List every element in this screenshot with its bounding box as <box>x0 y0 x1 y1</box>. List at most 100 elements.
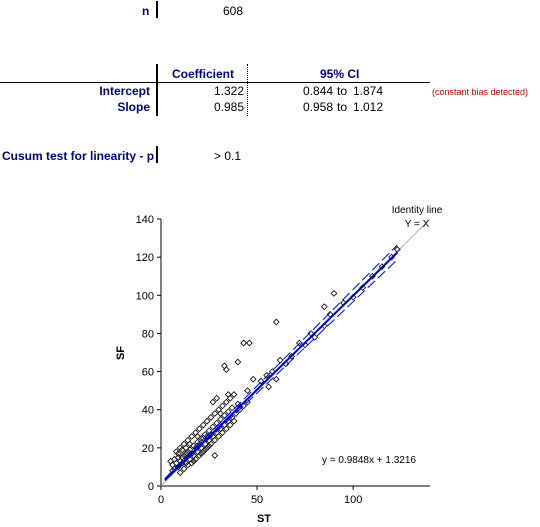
data-point <box>222 425 230 433</box>
data-point <box>249 375 257 383</box>
x-tick-label: 50 <box>251 494 263 506</box>
data-point <box>221 362 228 370</box>
data-point <box>192 455 199 463</box>
slope-ci-high: 1.012 <box>353 100 384 114</box>
ci-lower-line <box>164 259 398 482</box>
data-point <box>176 444 184 452</box>
data-point <box>244 387 251 395</box>
x-tick-label: 0 <box>158 494 164 506</box>
data-point <box>219 429 226 436</box>
y-tick-label: 20 <box>142 443 154 455</box>
data-point <box>209 423 217 431</box>
n-divider <box>156 1 158 18</box>
data-point <box>209 398 217 406</box>
data-point <box>186 440 194 448</box>
data-point <box>217 415 224 423</box>
y-tick-label: 60 <box>142 367 154 379</box>
y-tick-label: 80 <box>142 328 154 340</box>
data-point <box>226 421 234 429</box>
data-point <box>196 425 203 433</box>
data-point <box>180 452 188 459</box>
table-header-rule <box>0 82 430 83</box>
data-point <box>207 440 215 448</box>
data-point <box>203 444 211 452</box>
regression-line <box>164 251 399 481</box>
regression-equation: y = 0.9848x + 1.3216 <box>322 455 416 466</box>
data-point <box>194 433 201 440</box>
data-point <box>171 455 178 463</box>
data-point <box>186 446 194 454</box>
data-point <box>188 459 196 467</box>
slope-coefficient: 0.985 <box>213 100 244 114</box>
data-point <box>201 446 209 454</box>
data-point <box>178 454 186 461</box>
data-point <box>226 394 234 402</box>
data-point <box>272 375 280 383</box>
intercept-coefficient: 1.322 <box>213 84 244 98</box>
data-point <box>288 352 296 360</box>
data-point <box>205 442 213 450</box>
x-tick-label: 100 <box>344 494 362 506</box>
data-point <box>219 402 226 410</box>
y-tick-label: 0 <box>148 481 154 493</box>
y-tick-label: 140 <box>136 214 154 226</box>
plot-layer: 0 20 40 60 80 100 120 140 0 50 100 <box>136 214 431 506</box>
intercept-ci-high: 1.874 <box>353 84 384 98</box>
data-point <box>199 448 207 456</box>
data-point <box>240 339 247 347</box>
data-point <box>295 339 303 347</box>
data-point <box>203 417 211 425</box>
data-point <box>188 433 196 440</box>
data-point <box>224 391 232 398</box>
data-point <box>169 461 176 469</box>
y-tick-label: 100 <box>136 290 154 302</box>
data-point <box>330 290 338 297</box>
data-point <box>197 434 205 442</box>
data-point <box>199 421 207 429</box>
data-point <box>180 465 188 473</box>
slope-label: Slope <box>117 100 150 114</box>
data-point <box>184 436 192 444</box>
ci-upper-line <box>164 244 398 479</box>
data-point <box>211 452 219 459</box>
data-point <box>222 366 230 374</box>
coefficient-header: Coefficient <box>172 67 235 81</box>
data-point <box>257 377 265 385</box>
identity-line-label: Identity line <box>392 205 443 216</box>
data-point <box>230 391 238 398</box>
cusum-divider <box>156 146 158 163</box>
data-point <box>174 450 182 457</box>
data-point <box>393 246 401 253</box>
data-point <box>180 440 188 448</box>
y-tick-label: 40 <box>142 405 154 417</box>
y-tick-label: 120 <box>136 252 154 264</box>
data-point <box>230 417 238 425</box>
ci-header: 95% CI <box>320 67 360 81</box>
data-point <box>192 429 199 436</box>
cusum-value: > 0.1 <box>214 149 242 163</box>
data-point <box>174 454 182 461</box>
cusum-label: Cusum test for linearity - p <box>2 149 155 163</box>
n-label: n <box>142 4 150 18</box>
y-axis-title: SF <box>115 346 127 360</box>
slope-ci-low: 0.958 <box>302 100 333 114</box>
identity-line-formula: Y = X <box>405 219 430 230</box>
data-point <box>176 469 184 477</box>
table-dotted-divider <box>247 64 248 116</box>
intercept-label: Intercept <box>99 84 150 98</box>
intercept-ci-sep: to <box>337 84 348 98</box>
data-point <box>217 410 224 417</box>
data-point <box>215 433 223 440</box>
table-label-divider <box>156 64 158 116</box>
data-point <box>197 450 205 457</box>
data-point <box>190 457 198 465</box>
x-axis-title: ST <box>257 513 271 525</box>
n-value: 608 <box>223 4 244 18</box>
data-point <box>222 398 230 406</box>
data-point <box>320 303 328 311</box>
constant-bias-note: (constant bias detected) <box>432 87 529 97</box>
data-point <box>196 452 203 459</box>
data-point <box>184 461 192 469</box>
data-point <box>272 318 280 326</box>
intercept-ci-low: 0.844 <box>302 84 333 98</box>
